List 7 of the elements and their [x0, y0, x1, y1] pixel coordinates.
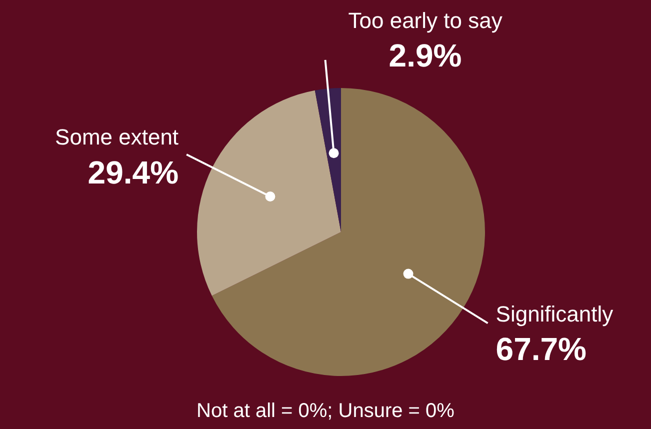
data-label: 29.4% — [88, 154, 179, 190]
slice-label: Significantly — [496, 301, 614, 326]
data-label: 2.9% — [388, 38, 462, 74]
slice-label: Some extent — [55, 124, 179, 150]
slice-label: Too early to say — [348, 8, 502, 33]
text: Not at all = 0%; Unsure = 0% — [196, 400, 456, 423]
data-label: 67.7% — [496, 331, 586, 368]
